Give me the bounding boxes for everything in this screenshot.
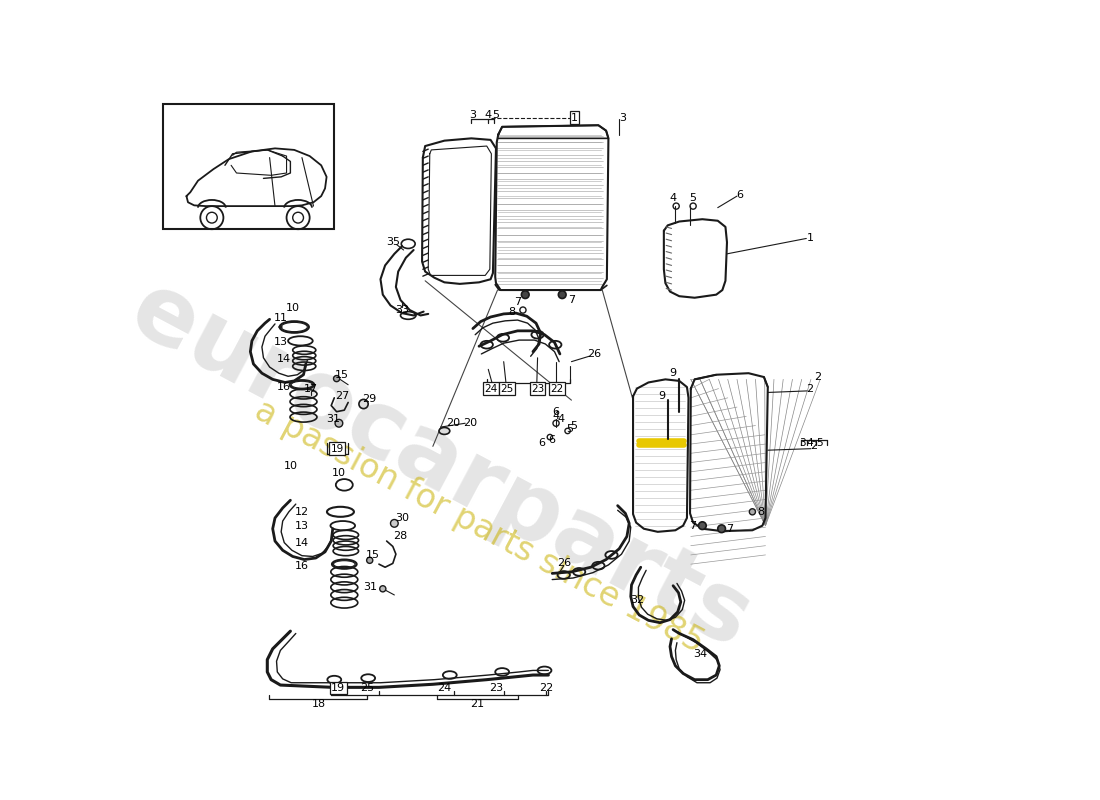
Text: 19: 19 [331, 444, 344, 454]
Text: 6: 6 [549, 435, 556, 445]
Circle shape [390, 519, 398, 527]
Text: 31: 31 [326, 414, 340, 424]
Text: 35: 35 [386, 238, 399, 247]
Circle shape [559, 291, 566, 298]
Text: 5: 5 [690, 194, 696, 203]
Text: 10: 10 [332, 468, 345, 478]
Circle shape [698, 522, 706, 530]
Text: 23: 23 [531, 383, 544, 394]
Text: 33: 33 [395, 305, 409, 315]
Text: 12: 12 [295, 507, 309, 517]
Text: 24: 24 [485, 383, 499, 394]
Text: 26: 26 [557, 558, 571, 568]
Text: 6: 6 [552, 406, 560, 417]
Text: 5: 5 [566, 424, 573, 434]
Text: 4: 4 [552, 410, 560, 421]
Text: 1: 1 [806, 234, 814, 243]
Text: 13: 13 [274, 338, 288, 347]
Text: 25: 25 [499, 383, 513, 394]
Text: 5: 5 [816, 438, 823, 447]
Text: 22: 22 [550, 383, 563, 394]
Text: 10: 10 [286, 302, 299, 313]
Text: 23: 23 [488, 683, 503, 693]
Text: 8: 8 [508, 306, 516, 317]
Text: 5: 5 [493, 110, 499, 120]
Text: 2: 2 [811, 442, 817, 451]
Text: 9: 9 [659, 391, 666, 402]
Text: 7: 7 [726, 524, 733, 534]
Text: 10: 10 [284, 461, 297, 470]
Text: 27: 27 [334, 391, 349, 402]
Text: 7: 7 [514, 298, 521, 307]
Text: 15: 15 [366, 550, 379, 560]
Text: 32: 32 [630, 595, 644, 606]
Text: 22: 22 [539, 683, 553, 693]
Text: 16: 16 [295, 561, 309, 570]
Text: 11: 11 [274, 313, 287, 322]
Circle shape [521, 291, 529, 298]
Text: 20: 20 [463, 418, 477, 428]
Circle shape [717, 525, 726, 533]
Text: 3: 3 [799, 438, 806, 447]
Text: 25: 25 [500, 383, 514, 394]
Text: 4: 4 [806, 438, 813, 447]
Text: 3: 3 [619, 113, 626, 122]
Text: 16: 16 [276, 382, 290, 392]
Text: 30: 30 [395, 513, 409, 523]
Ellipse shape [439, 427, 450, 434]
Text: 7: 7 [568, 295, 575, 305]
Circle shape [366, 558, 373, 563]
Text: 25: 25 [361, 683, 374, 693]
Text: 14: 14 [295, 538, 309, 547]
Text: 2: 2 [806, 383, 814, 394]
Text: 1: 1 [571, 113, 578, 122]
Text: 5: 5 [570, 421, 578, 430]
Text: 6: 6 [539, 438, 546, 447]
Circle shape [336, 419, 343, 427]
Text: 24: 24 [485, 383, 498, 394]
Text: 31: 31 [363, 582, 376, 592]
Text: 17: 17 [304, 383, 318, 394]
Text: 7: 7 [690, 521, 696, 530]
Circle shape [749, 509, 756, 515]
Text: 21: 21 [470, 698, 484, 709]
Text: 9: 9 [670, 368, 676, 378]
Text: 28: 28 [394, 531, 408, 542]
Text: a passion for parts since 1985: a passion for parts since 1985 [249, 394, 710, 660]
Text: 20: 20 [447, 418, 461, 428]
Text: 34: 34 [693, 650, 707, 659]
Text: 13: 13 [295, 521, 309, 530]
Text: 24: 24 [438, 683, 451, 693]
Text: 14: 14 [276, 354, 290, 364]
Circle shape [333, 375, 340, 382]
Bar [163, 104, 334, 230]
Text: 23: 23 [530, 383, 543, 394]
Text: 3: 3 [470, 110, 476, 120]
Text: 26: 26 [587, 349, 602, 359]
Text: 2: 2 [814, 372, 822, 382]
Text: 4: 4 [558, 414, 565, 424]
Text: 4: 4 [485, 110, 492, 120]
Text: 19: 19 [331, 683, 345, 693]
Text: 22: 22 [549, 383, 563, 394]
Text: 15: 15 [336, 370, 349, 380]
Circle shape [359, 399, 369, 409]
Text: 6: 6 [736, 190, 743, 199]
Text: eurocarparts: eurocarparts [116, 263, 766, 668]
Text: 18: 18 [311, 698, 326, 709]
Text: 4: 4 [670, 194, 676, 203]
Text: 8: 8 [757, 507, 764, 517]
Circle shape [379, 586, 386, 592]
Text: 29: 29 [362, 394, 376, 404]
